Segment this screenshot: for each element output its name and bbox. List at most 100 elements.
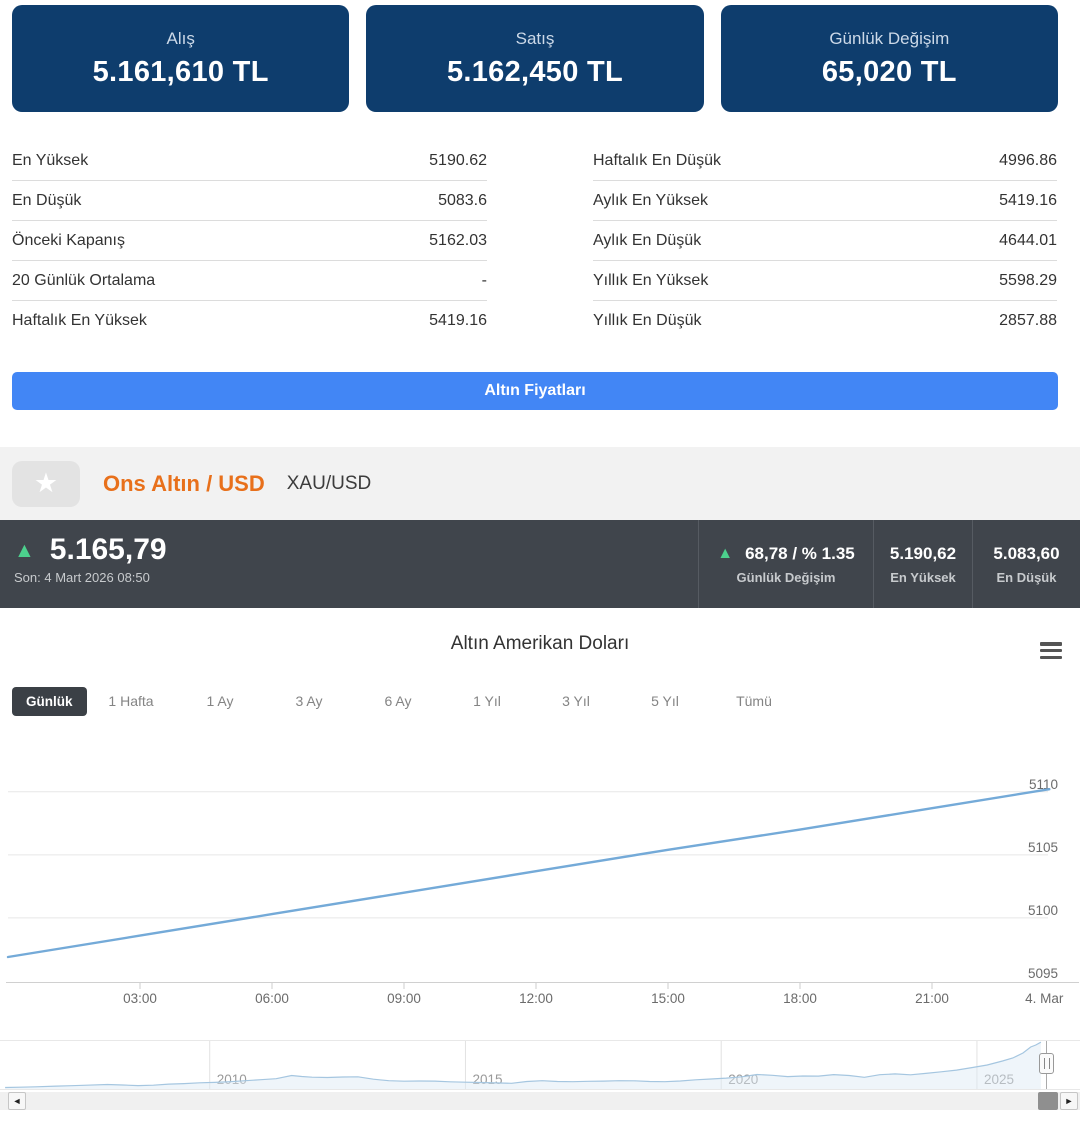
change-label: Günlük Değişim xyxy=(736,569,836,585)
scroll-right-icon: ► xyxy=(1064,1096,1074,1106)
stat-value: 4644.01 xyxy=(999,231,1057,249)
range-button-3yil[interactable]: 3 Yıl xyxy=(562,693,590,709)
instrument-name: Ons Altın / USD xyxy=(103,470,265,496)
buy-label: Alış xyxy=(166,28,195,48)
x-axis-label: 15:00 xyxy=(651,991,685,1006)
scroll-left-icon: ◄ xyxy=(12,1096,22,1106)
stat-value: 4996.86 xyxy=(999,151,1057,169)
stat-value: 2857.88 xyxy=(999,311,1057,329)
ticker-low-cell: 5.083,60 En Düşük xyxy=(972,520,1080,608)
stat-label: Yıllık En Yüksek xyxy=(593,271,709,289)
stat-row: En Düşük 5083.6 xyxy=(12,181,487,221)
stat-value: - xyxy=(481,271,487,289)
range-button-6ay[interactable]: 6 Ay xyxy=(384,693,412,709)
main-chart-line xyxy=(6,788,1051,959)
stat-row: En Yüksek 5190.62 xyxy=(12,141,487,181)
low-label: En Düşük xyxy=(996,569,1057,585)
y-axis-label: 5110 xyxy=(1029,777,1058,792)
ticker-bar: ▲ 5.165,79 Son: 4 Mart 2026 08:50 ▲ 68,7… xyxy=(0,520,1080,608)
y-axis-label: 5095 xyxy=(1028,966,1058,981)
chart-scrollbar-track[interactable] xyxy=(0,1092,1080,1110)
current-price: 5.165,79 xyxy=(49,533,167,566)
chart-menu-icon[interactable] xyxy=(1040,642,1062,659)
buy-value: 5.161,610 TL xyxy=(92,55,269,88)
ticker-change-cell: ▲ 68,78 / % 1.35 Günlük Değişim xyxy=(698,520,873,608)
hamburger-bar xyxy=(1040,655,1062,659)
high-label: En Yüksek xyxy=(890,569,956,585)
navigator-area xyxy=(5,1042,1041,1089)
stat-row: Yıllık En Yüksek 5598.29 xyxy=(593,261,1057,301)
change-value: 68,78 / % 1.35 xyxy=(745,543,855,563)
range-button-1yil[interactable]: 1 Yıl xyxy=(473,693,501,709)
ticker-high-cell: 5.190,62 En Yüksek xyxy=(873,520,972,608)
stat-value: 5598.29 xyxy=(999,271,1057,289)
gold-prices-button[interactable]: Altın Fiyatları xyxy=(12,372,1058,410)
instrument-header-band: ★ Ons Altın / USD XAU/USD xyxy=(0,447,1080,520)
stat-row: Aylık En Yüksek 5419.16 xyxy=(593,181,1057,221)
x-axis-label: 4. Mar xyxy=(1025,991,1064,1006)
summary-cards-row: Alış 5.161,610 TL Satış 5.162,450 TL Gün… xyxy=(12,5,1058,112)
daily-change-value: 65,020 TL xyxy=(821,55,957,88)
stat-row: 20 Günlük Ortalama - xyxy=(12,261,487,301)
stats-table-right: Haftalık En Düşük 4996.86 Aylık En Yüksek… xyxy=(593,141,1057,340)
stat-label: Aylık En Düşük xyxy=(593,231,702,249)
range-button-1hafta[interactable]: 1 Hafta xyxy=(108,693,154,709)
stat-row: Yıllık En Düşük 2857.88 xyxy=(593,301,1057,340)
range-button-3ay[interactable]: 3 Ay xyxy=(295,693,323,709)
sell-label: Satış xyxy=(515,28,555,48)
stat-value: 5083.6 xyxy=(438,191,487,209)
stat-row: Önceki Kapanış 5162.03 xyxy=(12,221,487,261)
x-axis-label: 21:00 xyxy=(915,991,949,1006)
x-axis-label: 06:00 xyxy=(255,991,289,1006)
sell-price-card: Satış 5.162,450 TL xyxy=(366,5,704,112)
navigator-year-label: 2015 xyxy=(472,1072,502,1087)
daily-change-label: Günlük Değişim xyxy=(829,28,950,48)
stat-label: Yıllık En Düşük xyxy=(593,311,702,329)
scrollbar-right-button[interactable]: ► xyxy=(1060,1092,1078,1110)
main-chart: 03:00 06:00 09:00 12:00 15:00 18:00 21:00 4. Ma… xyxy=(6,777,1079,1006)
range-button-1ay[interactable]: 1 Ay xyxy=(206,693,234,709)
y-axis-label: 5100 xyxy=(1028,903,1058,918)
stat-label: Haftalık En Yüksek xyxy=(12,311,147,329)
range-button-5yil[interactable]: 5 Yıl xyxy=(651,693,679,709)
stat-row: Haftalık En Yüksek 5419.16 xyxy=(12,301,487,340)
instrument-code: XAU/USD xyxy=(286,472,372,494)
chart-title: Altın Amerikan Doları xyxy=(450,633,630,654)
high-value: 5.190,62 xyxy=(889,543,957,563)
stat-value: 5419.16 xyxy=(999,191,1057,209)
x-axis-label: 12:00 xyxy=(519,991,553,1006)
stat-label: En Yüksek xyxy=(12,151,89,169)
scrollbar-left-button[interactable]: ◄ xyxy=(8,1092,26,1110)
x-axis-label: 09:00 xyxy=(387,991,421,1006)
navigator-year-label: 2020 xyxy=(728,1072,758,1087)
stats-table-left: En Yüksek 5190.62 En Düşük 5083.6 Önceki K… xyxy=(12,141,487,340)
handle-grip-icon xyxy=(1043,1058,1050,1069)
price-up-arrow-icon: ▲ xyxy=(14,538,35,562)
navigator-year-label: 2025 xyxy=(984,1072,1014,1087)
x-axis-label: 03:00 xyxy=(123,991,157,1006)
stat-label: En Düşük xyxy=(12,191,82,209)
daily-change-card: Günlük Değişim 65,020 TL xyxy=(720,5,1058,112)
star-icon: ★ xyxy=(33,468,59,498)
y-axis-label: 5105 xyxy=(1028,840,1058,855)
buy-price-card: Alış 5.161,610 TL xyxy=(12,5,350,112)
navigator-handle[interactable] xyxy=(1039,1053,1054,1074)
favorite-star-button[interactable]: ★ xyxy=(12,460,80,507)
range-button-gunluk[interactable]: Günlük xyxy=(12,686,87,716)
stat-label: Aylık En Yüksek xyxy=(593,191,709,209)
range-button-tumu[interactable]: Tümü xyxy=(736,693,772,709)
range-selector: Günlük 1 Hafta 1 Ay 3 Ay 6 Ay 1 Yıl 3 Yı… xyxy=(12,686,799,716)
sell-value: 5.162,450 TL xyxy=(446,55,624,88)
stat-row: Haftalık En Düşük 4996.86 xyxy=(593,141,1057,181)
stat-value: 5162.03 xyxy=(429,231,487,249)
chart-scrollbar-thumb[interactable] xyxy=(1038,1092,1058,1110)
navigator-chart: 2010 2015 2020 2025 xyxy=(0,1040,1080,1090)
change-up-arrow-icon: ▲ xyxy=(717,544,734,562)
x-axis-label: 18:00 xyxy=(783,991,817,1006)
stat-label: 20 Günlük Ortalama xyxy=(12,271,156,289)
stat-label: Önceki Kapanış xyxy=(12,231,125,249)
stat-value: 5190.62 xyxy=(429,151,487,169)
hamburger-bar xyxy=(1040,642,1062,646)
hamburger-bar xyxy=(1040,648,1062,653)
